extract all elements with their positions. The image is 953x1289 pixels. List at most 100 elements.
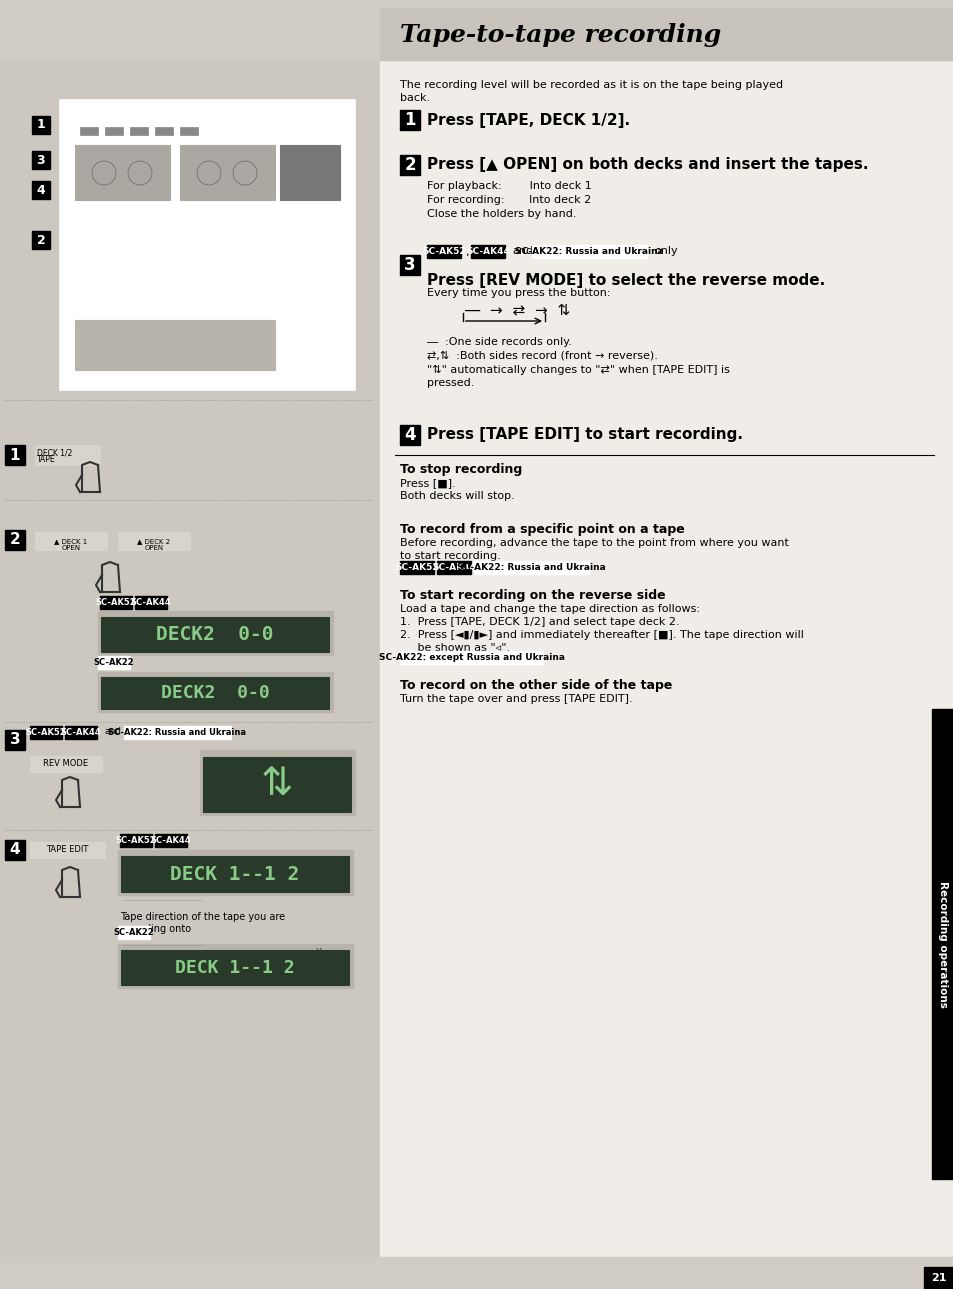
Text: 4: 4 xyxy=(10,843,20,857)
Text: Press [REV MODE] to select the reverse mode.: Press [REV MODE] to select the reverse m… xyxy=(427,273,824,287)
Text: SC-AK22: SC-AK22 xyxy=(113,928,154,937)
Bar xyxy=(5,445,25,465)
Text: SC-AK44: SC-AK44 xyxy=(61,728,101,737)
Text: SC-AK22: Russia and Ukraina: SC-AK22: Russia and Ukraina xyxy=(457,563,605,572)
Text: SC-AK22: Russia and Ukraina: SC-AK22: Russia and Ukraina xyxy=(515,247,663,257)
Text: only: only xyxy=(654,246,678,257)
Text: To stop recording: To stop recording xyxy=(399,463,521,476)
Text: Every time you press the button:: Every time you press the button: xyxy=(427,287,610,298)
Text: 3: 3 xyxy=(36,153,45,166)
Text: SC-AK44: SC-AK44 xyxy=(432,563,476,572)
Bar xyxy=(100,596,132,608)
Bar xyxy=(200,750,355,815)
Text: Press [■].: Press [■]. xyxy=(399,478,456,489)
Bar xyxy=(0,0,953,61)
Bar xyxy=(60,101,355,391)
Bar xyxy=(203,757,351,812)
Text: recording onto: recording onto xyxy=(120,924,191,935)
Text: and: and xyxy=(512,246,533,257)
Bar xyxy=(101,677,329,709)
Bar xyxy=(399,155,419,175)
Bar xyxy=(399,651,542,664)
Bar xyxy=(101,617,329,652)
Text: ―  →  ⇄  →  ⇅: ― → ⇄ → ⇅ xyxy=(464,303,570,317)
Text: DECK 1--1 2: DECK 1--1 2 xyxy=(175,959,294,977)
Bar xyxy=(427,245,460,258)
Text: ―  :One side records only.: ― :One side records only. xyxy=(427,336,571,347)
Bar xyxy=(280,144,339,200)
Bar xyxy=(105,128,123,135)
Text: ▲ DECK 2: ▲ DECK 2 xyxy=(137,538,171,544)
Text: ........................................: ........................................ xyxy=(122,897,202,902)
Text: 4: 4 xyxy=(404,425,416,443)
Text: Turn the tape over and press [TAPE EDIT].: Turn the tape over and press [TAPE EDIT]… xyxy=(399,693,632,704)
Text: Recording operations: Recording operations xyxy=(937,880,947,1008)
Text: ⇅: ⇅ xyxy=(260,764,293,803)
Text: To record on the other side of the tape: To record on the other side of the tape xyxy=(399,679,672,692)
Text: TAPE EDIT: TAPE EDIT xyxy=(46,846,88,855)
Bar xyxy=(0,1257,953,1289)
Bar xyxy=(32,151,50,169)
Text: 2.  Press [◄▮/▮►] and immediately thereafter [■]. The tape direction will: 2. Press [◄▮/▮►] and immediately thereaf… xyxy=(399,630,803,641)
Bar xyxy=(35,532,107,550)
Text: OPEN: OPEN xyxy=(61,545,80,550)
Bar xyxy=(30,757,102,772)
Bar xyxy=(65,726,97,739)
Bar xyxy=(471,245,505,258)
Bar xyxy=(474,561,589,574)
Bar xyxy=(30,726,62,739)
Text: SC-AK22: except Russia and Ukraina: SC-AK22: except Russia and Ukraina xyxy=(378,654,564,663)
Bar xyxy=(121,856,349,892)
Text: Both decks will stop.: Both decks will stop. xyxy=(399,491,515,501)
Bar xyxy=(118,532,190,550)
Text: 1: 1 xyxy=(404,111,416,129)
Bar xyxy=(32,231,50,249)
Bar xyxy=(35,445,100,465)
Bar xyxy=(98,672,333,712)
Text: M: M xyxy=(314,947,320,954)
Bar xyxy=(80,128,98,135)
Text: ........................................: ........................................ xyxy=(122,942,202,947)
Bar xyxy=(436,561,471,574)
Bar xyxy=(180,144,274,200)
Bar xyxy=(399,110,419,130)
Text: 2: 2 xyxy=(10,532,20,548)
Text: OPEN: OPEN xyxy=(144,545,163,550)
Text: be shown as "◃".: be shown as "◃". xyxy=(399,643,510,654)
Bar xyxy=(399,425,419,445)
Text: Close the holders by hand.: Close the holders by hand. xyxy=(427,209,576,219)
Text: SC-AK44: SC-AK44 xyxy=(466,247,510,257)
Text: ,: , xyxy=(466,245,470,258)
Text: For recording:       Into deck 2: For recording: Into deck 2 xyxy=(427,195,591,205)
Text: 2: 2 xyxy=(404,156,416,174)
Bar xyxy=(118,849,353,895)
Bar xyxy=(923,1267,953,1289)
Text: SC-AK44: SC-AK44 xyxy=(151,837,192,846)
Bar xyxy=(32,180,50,199)
Bar xyxy=(154,128,172,135)
Bar xyxy=(5,730,25,750)
Text: and: and xyxy=(104,727,121,736)
Bar xyxy=(399,561,434,574)
Bar xyxy=(124,726,231,739)
Text: Press [▲ OPEN] on both decks and insert the tapes.: Press [▲ OPEN] on both decks and insert … xyxy=(427,157,867,173)
Text: SC-AK52: SC-AK52 xyxy=(422,247,465,257)
Bar xyxy=(155,834,187,847)
Bar xyxy=(135,596,167,608)
Text: SC-AK52: SC-AK52 xyxy=(115,837,156,846)
Bar xyxy=(98,656,130,669)
Text: 1: 1 xyxy=(10,447,20,463)
Bar xyxy=(30,842,105,858)
Text: SC-AK44: SC-AK44 xyxy=(131,598,172,607)
Text: 2: 2 xyxy=(36,233,46,246)
Text: ▲ DECK 1: ▲ DECK 1 xyxy=(54,538,88,544)
Bar xyxy=(32,116,50,134)
Bar xyxy=(98,611,333,655)
Text: Tape-to-tape recording: Tape-to-tape recording xyxy=(399,23,720,46)
Text: DECK2  0-0: DECK2 0-0 xyxy=(160,684,269,703)
Text: To record from a specific point on a tape: To record from a specific point on a tap… xyxy=(399,523,684,536)
Bar xyxy=(120,834,152,847)
Text: DECK2  0-0: DECK2 0-0 xyxy=(156,624,274,643)
Text: .........: ......... xyxy=(104,657,124,664)
Text: 21: 21 xyxy=(930,1274,945,1283)
